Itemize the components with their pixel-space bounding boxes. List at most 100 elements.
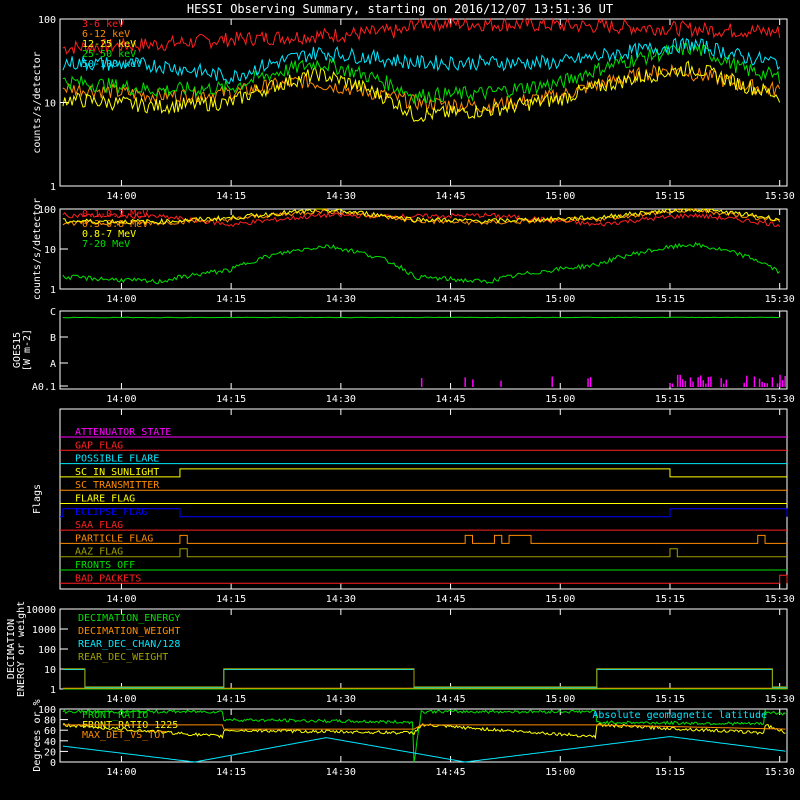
y-tick-label: A: [50, 359, 56, 370]
legend-entry: MAX_DET_VS_TOT: [82, 730, 166, 741]
series-line-Absolute geomagnetic latitude: [62, 736, 786, 763]
series-line-0.8-7 MeV: [62, 208, 780, 226]
y-tick-label: C: [50, 307, 56, 318]
y-axis-label: GOES15: [12, 332, 23, 368]
series-line-goes: [62, 316, 780, 319]
x-tick-label: 15:15: [655, 767, 685, 778]
series-line-7-20 MeV: [62, 241, 781, 285]
x-tick-label: 14:45: [436, 294, 466, 305]
legend-entry: 6-12 keV: [82, 29, 130, 40]
panel-decimation: 14:00 14:15 14:30 14:45 15:00 15:15 15:30 1 10 10…: [6, 601, 795, 705]
y-tick-label: A0.1: [32, 382, 56, 393]
legend-entry: 50-100 keV: [82, 59, 142, 70]
x-tick-label: 15:00: [545, 394, 575, 405]
y-tick-label: 100: [38, 15, 56, 26]
y-axis-label: counts/s/detector: [32, 198, 43, 300]
legend-entry: REAR_DEC_CHAN/128: [78, 639, 180, 650]
panel-goes: 14:00 14:15 14:30 14:45 15:00 15:15 15:30 C B A A0…: [12, 307, 795, 405]
flag-label: ATTENUATOR_STATE: [75, 427, 171, 438]
flag-line-ECLIPSE_FLAG: [60, 508, 788, 518]
flag-label: FRONTS_OFF: [75, 560, 135, 571]
legend-entry: FRONT_RATIO: [82, 710, 148, 721]
series-line-FRONT_RATIO_1225: [62, 722, 786, 740]
x-tick-label: 14:15: [216, 294, 246, 305]
panel-lightcurves-low: 14:00 14:15 14:30 14:45 15:00 15:15 15:30 1 10 10…: [32, 15, 795, 202]
legend-entry: FRONT_RATIO_1225: [82, 720, 178, 731]
legend-entry: 0.8-7 MeV: [82, 229, 136, 240]
flag-line-SC_IN_SUNLIGHT: [60, 468, 787, 478]
x-tick-label: 14:00: [106, 394, 136, 405]
y-tick-label: 100: [38, 205, 56, 216]
x-tick-label: 14:30: [326, 294, 356, 305]
panel-lightcurves-high: 14:00 14:15 14:30 14:45 15:00 15:15 15:30 1 10 10…: [32, 198, 795, 305]
y-tick-label: 1000: [32, 625, 56, 636]
legend-entry: Absolute geomagnetic latitude: [592, 710, 767, 721]
y-tick-label: 0: [50, 758, 56, 769]
y-axis-units: [W m-2]: [22, 329, 33, 371]
series-line-6-12 keV: [62, 63, 781, 115]
x-tick-label: 15:00: [545, 191, 575, 202]
x-tick-label: 14:30: [326, 594, 356, 605]
x-tick-label: 15:15: [655, 294, 685, 305]
x-tick-label: 15:30: [765, 394, 795, 405]
panel-frame: [59, 310, 788, 390]
figure-title: HESSI Observing Summary, starting on 201…: [187, 2, 613, 16]
x-tick-label: 14:15: [216, 767, 246, 778]
x-tick-label: 15:30: [765, 767, 795, 778]
flag-label: AAZ_FLAG: [75, 547, 123, 558]
legend-entry: 12-25 keV: [82, 39, 136, 50]
x-tick-label: 14:15: [216, 694, 246, 705]
y-axis-label: DECIMATION: [6, 619, 17, 679]
y-tick-label: B: [50, 333, 56, 344]
y-tick-label: 60: [44, 726, 56, 737]
panel-frame: [59, 408, 788, 590]
flag-label: SC_TRANSMITTER: [75, 480, 160, 491]
x-tick-label: 14:15: [216, 594, 246, 605]
x-tick-label: 14:45: [436, 767, 466, 778]
x-tick-label: 14:00: [106, 191, 136, 202]
y-tick-label: 10: [44, 245, 56, 256]
legend-entry: 3-6 keV: [82, 19, 124, 30]
y-tick-label: 100: [38, 645, 56, 656]
legend-entry: 25-50 keV: [82, 49, 136, 60]
series-line-0.1-0.3 MeV: [62, 211, 781, 228]
x-tick-label: 14:15: [216, 191, 246, 202]
y-tick-label: 10: [44, 665, 56, 676]
flag-line-BAD_PACKETS: [60, 574, 788, 584]
x-tick-label: 15:00: [545, 594, 575, 605]
series-line-12-25 keV: [62, 60, 781, 123]
panel-ratios: 14:00 14:15 14:30 14:45 15:00 15:15 15:30 02040…: [32, 699, 795, 778]
x-tick-label: 15:30: [765, 294, 795, 305]
y-tick-label: 20: [44, 747, 56, 758]
x-tick-label: 14:00: [106, 694, 136, 705]
series-line-25-50 keV: [62, 42, 781, 106]
y-tick-label: 1: [50, 182, 56, 193]
x-tick-label: 14:45: [436, 394, 466, 405]
flag-label: PARTICLE_FLAG: [75, 533, 153, 544]
series-line-REAR_DEC_WEIGHT: [62, 668, 787, 688]
series-line-FRONT_RATIO: [62, 708, 786, 763]
y-tick-label: 100: [38, 705, 56, 716]
y-axis-label: Flags: [32, 484, 43, 514]
x-tick-label: 15:30: [765, 191, 795, 202]
x-tick-label: 14:30: [326, 394, 356, 405]
y-tick-label: 1: [50, 685, 56, 696]
y-tick-label: 1: [50, 285, 56, 296]
x-tick-label: 14:00: [106, 294, 136, 305]
flag-label: SC_IN_SUNLIGHT: [75, 467, 159, 478]
flag-line-PARTICLE_FLAG: [60, 534, 787, 544]
x-tick-label: 15:15: [655, 594, 685, 605]
y-tick-label: 80: [44, 716, 56, 727]
panel-frame: [59, 708, 788, 763]
flag-label: BAD_PACKETS: [75, 573, 141, 584]
x-tick-label: 15:00: [545, 767, 575, 778]
x-tick-label: 14:45: [436, 594, 466, 605]
x-tick-label: 14:45: [436, 191, 466, 202]
x-tick-label: 14:30: [326, 191, 356, 202]
flag-label: ECLIPSE_FLAG: [75, 507, 147, 518]
legend-entry: 0.3-0.8 MeV: [82, 219, 148, 230]
flag-label: POSSIBLE_FLARE: [75, 454, 159, 465]
x-tick-label: 14:00: [106, 767, 136, 778]
series-line-3-6 keV: [62, 17, 781, 55]
